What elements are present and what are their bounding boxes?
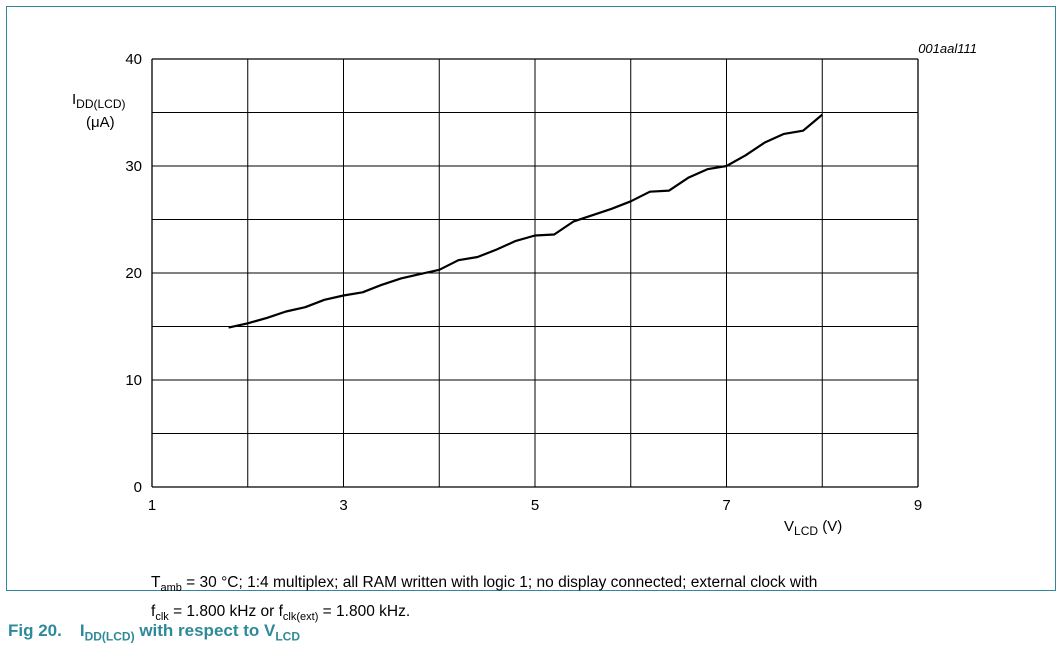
- x-tick-label: 5: [531, 497, 539, 514]
- x-tick-label: 7: [722, 497, 730, 514]
- y-tick-label: 20: [125, 265, 142, 282]
- figure-number: Fig 20.: [8, 621, 62, 640]
- x-axis-label: VLCD (V): [784, 518, 842, 538]
- figure-note: Tamb = 30 °C; 1:4 multiplex; all RAM wri…: [151, 574, 818, 624]
- y-tick-label: 0: [134, 479, 142, 496]
- ticks: 1 3 5 7 9 0 10 20 30 40: [125, 51, 922, 514]
- y-axis-unit: (μA): [86, 114, 115, 131]
- x-tick-label: 3: [339, 497, 347, 514]
- series-line: [228, 113, 824, 329]
- x-tick-label: 1: [148, 497, 156, 514]
- y-axis-label: IDD(LCD): [72, 91, 126, 111]
- figure-code: 001aal111: [918, 41, 977, 56]
- y-tick-label: 30: [125, 158, 142, 175]
- x-tick-label: 9: [914, 497, 922, 514]
- chart: 1 3 5 7 9 0 10 20 30 40 001aal111 IDD(LCD) (μA) V…: [72, 41, 977, 538]
- y-tick-label: 40: [125, 51, 142, 68]
- figure-caption: Fig 20. IDD(LCD) with respect to VLCD: [8, 621, 301, 644]
- grid: [151, 58, 919, 488]
- y-tick-label: 10: [125, 372, 142, 389]
- figure-frame: [6, 6, 1056, 591]
